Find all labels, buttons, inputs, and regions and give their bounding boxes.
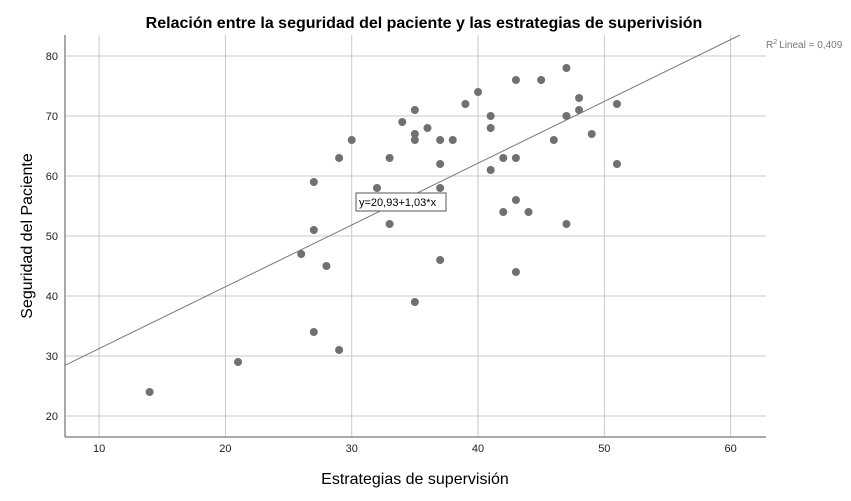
data-point [234,358,243,366]
y-tick-label: 60 [46,171,58,183]
data-point [436,160,445,168]
data-point [549,136,558,144]
data-point [436,136,445,144]
data-point [436,256,445,264]
data-point [499,208,508,216]
data-point [499,154,508,162]
data-point [486,166,495,174]
data-point [448,136,457,144]
data-point [436,184,445,192]
data-point [309,328,318,336]
chart-title: Relación entre la seguridad del paciente… [146,15,703,32]
y-tick-label: 30 [46,351,58,363]
data-point [398,118,407,126]
data-point [537,76,546,84]
x-tick-label: 40 [472,443,484,455]
y-tick-label: 70 [46,111,58,123]
data-point [612,100,621,108]
data-point [309,226,318,234]
data-point [145,388,154,396]
y-tick-labels: 20 30 40 50 60 70 80 [46,51,58,423]
data-point [511,196,520,204]
equation-label-box: y=20,93+1,03*x [355,192,447,212]
data-point [524,208,533,216]
x-tick-labels: 10 20 30 40 50 60 [93,443,737,455]
equation-label-frame [355,192,447,212]
data-point [372,184,381,192]
x-tick-label: 30 [346,443,358,455]
y-axis-title: Seguridad del Paciente [19,153,36,319]
r2-label-prefix: R [766,40,773,51]
equation-label: y=20,93+1,03*x [359,197,437,209]
y-tick-label: 50 [46,231,58,243]
data-point [486,112,495,120]
grid-lines [65,35,766,437]
data-point [410,130,419,138]
r2-label-value: Lineal = 0,409 [779,40,843,51]
x-axis-title: Estrategias de supervisión [321,471,509,488]
data-point [309,178,318,186]
data-point [423,124,432,132]
x-tick-label: 10 [93,443,105,455]
data-point [562,64,571,72]
axes [64,35,766,438]
data-point [575,94,584,102]
data-point [612,160,621,168]
data-point [511,268,520,276]
data-point [511,76,520,84]
data-point [385,220,394,228]
data-point [335,346,344,354]
data-point [322,262,331,270]
data-point [410,136,419,144]
data-point [474,88,483,96]
data-point [410,298,419,306]
data-point [575,106,584,114]
data-point [562,112,571,120]
r2-label-sup: 2 [773,39,777,46]
y-tick-label: 80 [46,51,58,63]
x-tick-label: 50 [598,443,610,455]
data-point [297,250,306,258]
data-point [410,106,419,114]
data-point [511,154,520,162]
y-tick-label: 20 [46,411,58,423]
x-tick-label: 60 [725,443,737,455]
data-point [347,136,356,144]
data-point [587,130,596,138]
data-point [461,100,470,108]
y-tick-label: 40 [46,291,58,303]
x-tick-label: 20 [219,443,231,455]
data-points [145,64,621,396]
r2-label: R2 Lineal = 0,409 [766,39,843,51]
data-point [335,154,344,162]
data-point [562,220,571,228]
data-point [486,124,495,132]
data-point [385,154,394,162]
